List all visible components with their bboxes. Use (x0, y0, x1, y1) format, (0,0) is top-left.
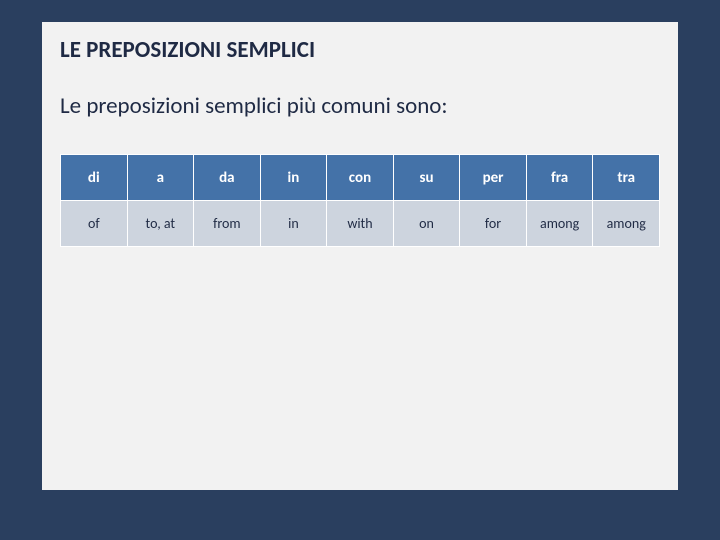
table-cell: for (460, 201, 527, 247)
slide-card: LE PREPOSIZIONI SEMPLICI Le preposizioni… (42, 22, 678, 490)
col-header: di (61, 155, 128, 201)
table-cell: among (526, 201, 593, 247)
col-header: fra (526, 155, 593, 201)
table-header-row: di a da in con su per fra tra (61, 155, 660, 201)
prepositions-table: di a da in con su per fra tra of to, at … (60, 154, 660, 247)
col-header: per (460, 155, 527, 201)
col-header: con (327, 155, 394, 201)
table-cell: from (194, 201, 261, 247)
table-cell: on (393, 201, 460, 247)
table-cell: among (593, 201, 660, 247)
slide-subtitle: Le preposizioni semplici più comuni sono… (60, 92, 660, 120)
table-cell: with (327, 201, 394, 247)
col-header: a (127, 155, 194, 201)
table-cell: in (260, 201, 327, 247)
col-header: da (194, 155, 261, 201)
col-header: in (260, 155, 327, 201)
table-cell: to, at (127, 201, 194, 247)
slide-title: LE PREPOSIZIONI SEMPLICI (60, 36, 660, 64)
col-header: su (393, 155, 460, 201)
table-row: of to, at from in with on for among amon… (61, 201, 660, 247)
table-cell: of (61, 201, 128, 247)
col-header: tra (593, 155, 660, 201)
